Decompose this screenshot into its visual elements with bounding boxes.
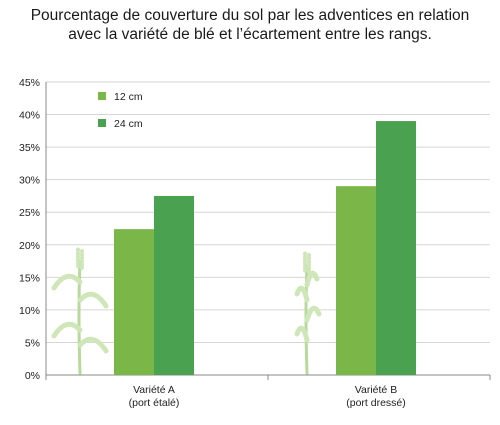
legend-swatch bbox=[98, 119, 106, 127]
chart-title-line-2: avec la variété de blé et l’écartement e… bbox=[68, 26, 432, 43]
wheat-decoration bbox=[51, 247, 322, 375]
bar bbox=[336, 186, 376, 375]
category-label: (port étalé) bbox=[129, 397, 180, 409]
y-tick-label: 40% bbox=[19, 110, 40, 122]
y-tick-label: 45% bbox=[19, 77, 40, 89]
bar bbox=[376, 121, 416, 375]
y-tick-label: 30% bbox=[19, 175, 40, 187]
y-tick-labels: 0% 5% 10% 15% 20% 25% 30% 35% 40% 45% bbox=[19, 77, 40, 382]
legend-label: 24 cm bbox=[114, 118, 143, 130]
y-tick-label: 5% bbox=[25, 337, 40, 349]
chart-title: Pourcentage de couverture du sol par les… bbox=[0, 6, 500, 44]
bars bbox=[114, 121, 416, 375]
category-label: (port dressé) bbox=[346, 397, 406, 409]
chart-title-line-1: Pourcentage de couverture du sol par les… bbox=[30, 7, 470, 24]
y-tick-label: 10% bbox=[19, 305, 40, 317]
legend-label: 12 cm bbox=[114, 91, 143, 103]
wheat-plant-icon bbox=[294, 251, 322, 375]
y-tick-label: 15% bbox=[19, 272, 40, 284]
bar bbox=[154, 195, 194, 375]
y-tick-label: 25% bbox=[19, 207, 40, 219]
bar bbox=[114, 229, 154, 375]
y-tick-label: 35% bbox=[19, 142, 40, 154]
axes bbox=[45, 82, 491, 380]
category-label: Variété A bbox=[133, 384, 175, 396]
legend-swatch bbox=[98, 92, 106, 100]
gridlines bbox=[46, 81, 490, 376]
legend: 12 cm 24 cm bbox=[98, 91, 143, 130]
category-labels: Variété A(port étalé) Variété B(port dres… bbox=[129, 384, 406, 409]
y-tick-label: 0% bbox=[25, 370, 40, 382]
category-label: Variété B bbox=[355, 384, 397, 396]
wheat-plant-icon bbox=[51, 247, 109, 375]
y-tick-label: 20% bbox=[19, 240, 40, 252]
